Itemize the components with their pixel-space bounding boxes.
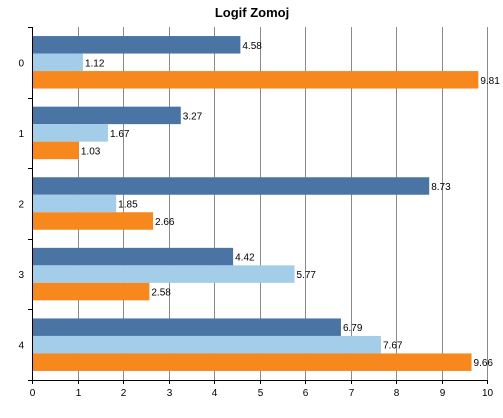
data-label: 9.81 [480, 76, 500, 87]
x-tick-label: 8 [394, 388, 400, 399]
bar [33, 124, 108, 141]
bar [33, 318, 341, 336]
category-label: 0 [18, 58, 24, 69]
x-tick-label: 1 [76, 388, 82, 399]
data-label: 1.03 [81, 146, 101, 157]
data-label: 8.73 [431, 182, 451, 193]
x-tick-label: 2 [121, 388, 127, 399]
category-label: 2 [18, 200, 24, 211]
bar [33, 353, 472, 371]
x-tick-label: 7 [349, 388, 355, 399]
x-tick-label: 4 [212, 388, 218, 399]
data-label: 2.66 [155, 217, 175, 228]
bar [33, 36, 240, 54]
bar [33, 177, 429, 195]
bar [33, 142, 79, 160]
x-tick-label: 6 [303, 388, 309, 399]
bar [33, 54, 83, 72]
bar [33, 71, 478, 89]
x-tick-label: 3 [167, 388, 173, 399]
chart-title: Logif Zomoj [215, 5, 289, 20]
x-tick-label: 9 [440, 388, 446, 399]
data-label: 4.58 [242, 41, 262, 52]
bar [33, 336, 381, 354]
bar [33, 195, 116, 213]
data-label: 9.66 [474, 358, 494, 369]
x-tick-label: 5 [258, 388, 264, 399]
bars [33, 36, 478, 371]
data-label: 1.67 [110, 129, 130, 140]
data-label: 2.58 [151, 288, 171, 299]
bar [33, 283, 149, 301]
bar [33, 248, 233, 266]
category-label: 1 [18, 129, 24, 140]
data-label: 3.27 [183, 111, 203, 122]
data-label: 4.42 [235, 253, 255, 264]
bar [33, 212, 153, 230]
data-label: 6.79 [343, 323, 363, 334]
category-label: 4 [18, 341, 24, 352]
bar [33, 107, 181, 125]
data-label: 7.67 [383, 341, 403, 352]
data-label: 5.77 [297, 270, 317, 281]
x-tick-label: 10 [482, 388, 494, 399]
data-label: 1.12 [85, 58, 105, 69]
x-tick-label: 0 [30, 388, 36, 399]
bar [33, 265, 295, 283]
category-label: 3 [18, 270, 24, 281]
data-label: 1.85 [118, 200, 138, 211]
